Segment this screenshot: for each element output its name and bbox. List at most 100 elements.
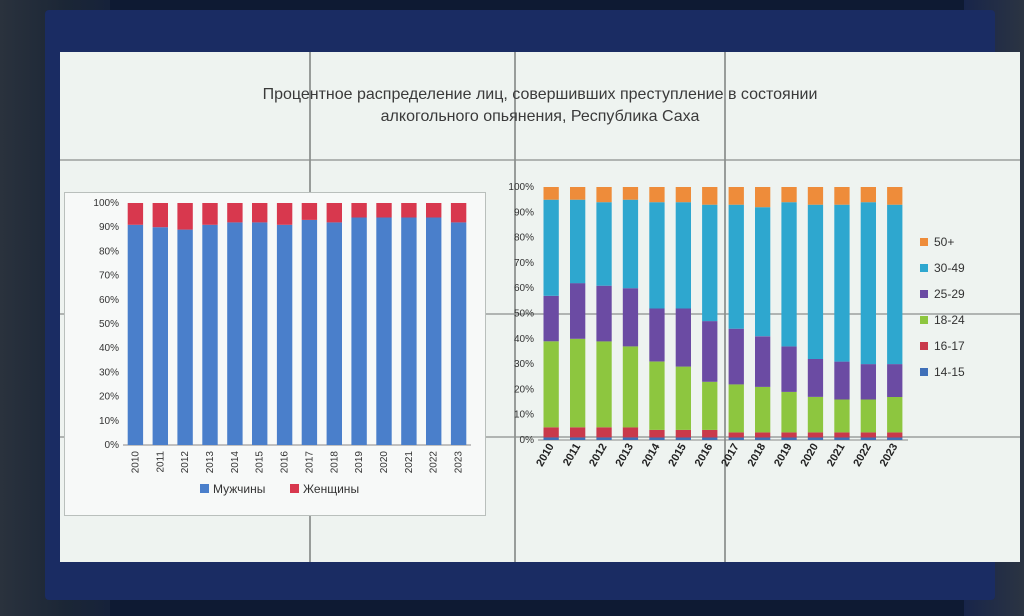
bar-segment-18-24-2022	[860, 399, 876, 433]
y-tick-label: 90%	[99, 222, 119, 233]
legend-swatch-14-15	[920, 368, 928, 376]
bar-segment-16-17-2014	[649, 429, 665, 438]
bar-segment-25-29-2012	[596, 285, 612, 342]
bar-segment-14-15-2023	[887, 437, 903, 440]
projection-screen: Процентное распределение лиц, совершивши…	[60, 52, 1020, 562]
bar-segment-18-24-2016	[702, 381, 718, 430]
bar-segment-25-29-2022	[860, 364, 876, 400]
bar-segment-Женщины-2012	[177, 203, 193, 230]
bar-segment-18-24-2018	[755, 386, 771, 433]
x-tick-label: 2019	[354, 451, 365, 474]
bar-segment-16-17-2011	[570, 427, 586, 438]
bar-segment-50+-2012	[596, 187, 612, 203]
x-tick-label: 2016	[280, 451, 291, 474]
bar-segment-30-49-2021	[834, 204, 850, 362]
bar-segment-25-29-2013	[622, 288, 639, 347]
bar-segment-16-17-2012	[596, 427, 612, 438]
y-tick-label: 60%	[514, 283, 534, 294]
bar-segment-18-24-2011	[570, 338, 586, 428]
bar-segment-18-24-2017	[728, 384, 744, 433]
x-tick-label: 2017	[304, 451, 315, 474]
bar-segment-14-15-2013	[622, 437, 639, 440]
x-tick-label: 2022	[851, 442, 874, 469]
bar-segment-18-24-2012	[596, 341, 612, 428]
bar-segment-50+-2015	[675, 187, 691, 203]
x-tick-label: 2013	[205, 451, 216, 474]
x-tick-label: 2017	[719, 442, 742, 469]
legend-label-Мужчины: Мужчины	[213, 482, 265, 496]
legend-label-16-17: 16-17	[934, 339, 965, 353]
y-tick-label: 40%	[99, 343, 119, 354]
y-tick-label: 50%	[99, 319, 119, 330]
bar-segment-30-49-2023	[887, 204, 903, 365]
bar-segment-50+-2019	[781, 187, 797, 203]
bar-segment-16-17-2019	[781, 432, 797, 438]
bar-segment-30-49-2020	[807, 204, 824, 359]
bar-segment-25-29-2017	[728, 328, 744, 385]
bar-segment-25-29-2019	[781, 346, 797, 392]
x-tick-label: 2010	[534, 442, 557, 469]
bar-segment-Женщины-2023	[450, 203, 467, 223]
x-tick-label: 2018	[746, 442, 769, 469]
y-tick-label: 80%	[99, 246, 119, 257]
bar-segment-30-49-2022	[860, 202, 876, 365]
legend-label-14-15: 14-15	[934, 365, 965, 379]
bar-segment-14-15-2016	[702, 437, 718, 440]
y-tick-label: 10%	[99, 416, 119, 427]
y-tick-label: 20%	[99, 392, 119, 403]
bar-segment-25-29-2018	[755, 336, 771, 387]
gender-chart: 0% 10% 20% 30% 40% 50% 60% 70% 80% 90% 100% 2010 201…	[93, 198, 471, 496]
legend-label-18-24: 18-24	[934, 313, 965, 327]
bar-segment-16-17-2018	[755, 432, 771, 438]
bar-segment-Мужчины-2018	[326, 222, 342, 445]
bar-segment-50+-2018	[755, 187, 771, 208]
x-tick-label: 2011	[561, 442, 583, 469]
bar-segment-14-15-2010	[543, 437, 559, 440]
bar-segment-18-24-2010	[543, 341, 559, 428]
bar-segment-50+-2020	[807, 187, 824, 205]
bar-segment-25-29-2015	[675, 308, 691, 367]
bar-segment-Мужчины-2014	[227, 222, 243, 445]
bar-segment-30-49-2013	[622, 199, 639, 289]
bar-segment-18-24-2013	[622, 346, 639, 428]
bar-segment-Женщины-2010	[127, 203, 144, 225]
bar-segment-25-29-2021	[834, 361, 850, 400]
age-chart: 0%10%20%30%40%50%60%70%80%90%100%2010 201…	[508, 182, 965, 469]
y-tick-label: 30%	[99, 367, 119, 378]
bar-segment-14-15-2018	[755, 437, 771, 440]
bar-segment-18-24-2015	[675, 366, 691, 430]
y-tick-label: 60%	[99, 295, 119, 306]
bar-segment-50+-2021	[834, 187, 850, 205]
bar-segment-30-49-2017	[728, 204, 744, 329]
bar-segment-18-24-2023	[887, 397, 903, 433]
x-tick-label: 2015	[666, 442, 689, 469]
bar-segment-Женщины-2015	[252, 203, 268, 223]
y-tick-label: 80%	[514, 233, 534, 244]
bar-segment-50+-2011	[570, 187, 586, 200]
bar-segment-Мужчины-2020	[376, 217, 392, 445]
bar-segment-16-17-2010	[543, 427, 559, 438]
legend-label-Женщины: Женщины	[303, 482, 359, 496]
bar-segment-14-15-2012	[596, 437, 612, 440]
age-chart-panel: 0% 10% 20% 30% 40% 50% 60% 70% 80% 90% 100% 2010 201…	[500, 172, 1000, 469]
x-tick-label: 2020	[379, 451, 390, 474]
bar-segment-18-24-2019	[781, 391, 797, 433]
bar-segment-Мужчины-2017	[301, 219, 318, 445]
x-tick-label: 2019	[772, 442, 795, 469]
bar-segment-Мужчины-2021	[401, 217, 417, 445]
bar-segment-Женщины-2022	[426, 203, 442, 218]
bar-segment-30-49-2019	[781, 202, 797, 347]
bar-segment-14-15-2014	[649, 437, 665, 440]
bar-segment-30-49-2011	[570, 199, 586, 284]
bar-segment-14-15-2017	[728, 437, 744, 440]
x-tick-label: 2013	[613, 442, 636, 469]
bar-segment-16-17-2020	[807, 432, 824, 438]
x-tick-label: 2016	[693, 442, 716, 469]
x-tick-label: 2022	[429, 451, 440, 474]
bar-segment-Женщины-2021	[401, 203, 417, 218]
x-tick-label: 2012	[587, 442, 610, 469]
bar-segment-Мужчины-2016	[276, 224, 293, 445]
bar-segment-25-29-2010	[543, 295, 559, 342]
bar-segment-14-15-2011	[570, 437, 586, 440]
title-line-1: Процентное распределение лиц, совершивши…	[262, 86, 818, 103]
